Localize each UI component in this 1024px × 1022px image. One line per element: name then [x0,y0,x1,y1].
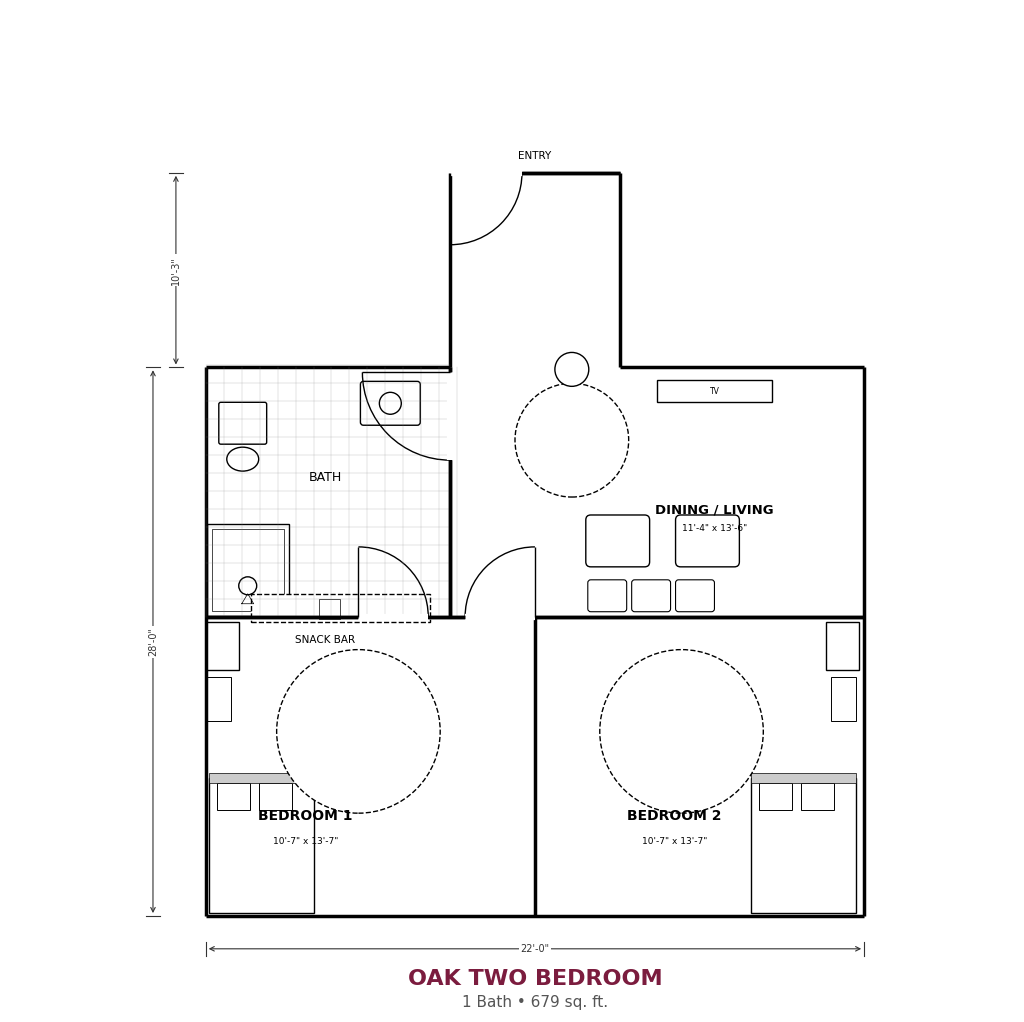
Text: BEDROOM 2: BEDROOM 2 [628,809,722,823]
Circle shape [515,383,629,497]
FancyBboxPatch shape [676,515,739,567]
Bar [801,783,835,810]
Bar [760,783,793,810]
Bar [259,783,292,810]
Bar [826,621,859,669]
Circle shape [555,353,589,386]
Text: 22'-0": 22'-0" [520,943,550,954]
Bar [831,677,856,722]
Text: 11'-4" x 13'-6": 11'-4" x 13'-6" [682,524,748,533]
Bar [209,774,313,783]
Text: BATH: BATH [309,470,342,483]
Ellipse shape [226,448,259,471]
Bar [752,774,856,783]
FancyBboxPatch shape [632,579,671,612]
Bar [251,594,430,621]
Text: SNACK BAR: SNACK BAR [296,635,355,645]
Bar [206,677,230,722]
Text: 10'-7" x 13'-7": 10'-7" x 13'-7" [272,837,338,845]
Bar [209,779,313,913]
Text: TV: TV [710,386,720,396]
Text: BEDROOM 1: BEDROOM 1 [258,809,353,823]
Bar [656,380,772,403]
Text: 10'-7" x 13'-7": 10'-7" x 13'-7" [642,837,708,845]
Circle shape [600,650,763,814]
FancyBboxPatch shape [676,579,715,612]
FancyBboxPatch shape [360,381,420,425]
Bar [217,783,250,810]
Text: OAK TWO BEDROOM: OAK TWO BEDROOM [408,969,663,988]
FancyBboxPatch shape [586,515,649,567]
Circle shape [379,392,401,414]
FancyBboxPatch shape [588,579,627,612]
Circle shape [276,650,440,814]
Bar [212,529,284,611]
Text: 1 Bath • 679 sq. ft.: 1 Bath • 679 sq. ft. [462,995,608,1010]
Bar [318,599,340,618]
Bar [207,524,289,615]
Circle shape [239,576,257,595]
Bar [752,779,856,913]
Text: 28'-0": 28'-0" [148,628,158,656]
Bar [206,621,239,669]
Text: ENTRY: ENTRY [518,151,552,160]
Text: 10'-3": 10'-3" [171,256,181,284]
Text: DINING / LIVING: DINING / LIVING [655,504,774,516]
FancyBboxPatch shape [219,403,266,445]
